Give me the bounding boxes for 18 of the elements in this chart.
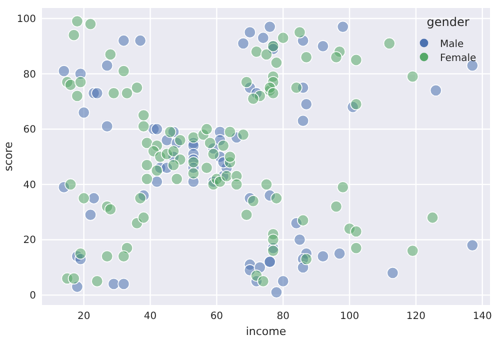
y-axis-title: score <box>2 141 15 172</box>
x-tick-label: 120 <box>406 311 426 322</box>
legend-label: Female <box>440 53 476 64</box>
y-tick-label: 100 <box>16 14 36 26</box>
x-axis-title: income <box>246 325 286 338</box>
x-tick-label: 60 <box>210 311 224 322</box>
y-tick-label: 40 <box>23 180 36 191</box>
y-tick-label: 20 <box>23 235 36 246</box>
y-tick-label: 60 <box>23 124 36 136</box>
x-tick-label: 80 <box>276 311 290 322</box>
x-tick-label: 40 <box>144 311 157 322</box>
x-tick-label: 140 <box>472 311 492 322</box>
y-tick-label: 0 <box>30 290 36 302</box>
y-tick-label: 80 <box>23 69 36 80</box>
legend-label: Male <box>440 39 464 50</box>
x-tick-label: 100 <box>340 311 360 322</box>
x-tick-label: 20 <box>77 311 90 322</box>
legend-title: gender <box>426 15 470 29</box>
